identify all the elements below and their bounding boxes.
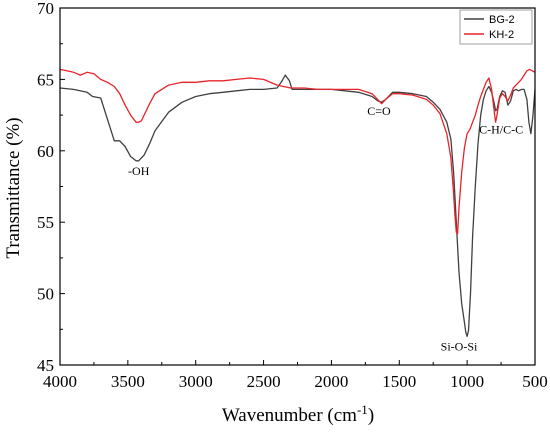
y-axis-title: Transmittance (%)	[3, 117, 24, 258]
y-tick-label: 50	[37, 285, 54, 304]
legend-label-bg-2: BG-2	[489, 14, 515, 26]
x-tick-label: 500	[522, 372, 548, 391]
legend-box	[459, 9, 533, 45]
x-axis-title-main: Wavenumber (cm	[222, 405, 357, 426]
legend: BG-2 KH-2	[459, 9, 533, 45]
y-axis: 45 50 55 60 65 70	[37, 0, 65, 375]
x-axis-title-sup: -1	[357, 402, 368, 417]
y-tick-label: 70	[37, 0, 54, 18]
series-line-kh-2	[59, 68, 536, 235]
y-tick-label: 55	[37, 213, 54, 232]
x-tick-label: 4000	[43, 372, 77, 391]
y-tick-label: 60	[37, 142, 54, 161]
x-axis-title: Wavenumber (cm-1)	[222, 402, 374, 426]
plot-frame	[59, 7, 536, 366]
x-tick-label: 3500	[111, 372, 145, 391]
x-axis-title-close: )	[368, 405, 374, 426]
x-tick-label: 2000	[314, 372, 348, 391]
annotation-label: C-H/C-C	[479, 123, 523, 137]
x-tick-label: 1000	[450, 372, 484, 391]
annotation-label: C=O	[367, 104, 391, 118]
series-lines	[59, 68, 536, 338]
y-tick-label: 65	[37, 70, 54, 89]
x-tick-label: 1500	[382, 372, 416, 391]
x-axis: 4000 3500 3000 2500 2000 1500 1000 500	[43, 360, 548, 391]
peak-annotations: -OH C=O Si-O-Si C-H/C-C	[128, 104, 523, 354]
legend-label-kh-2: KH-2	[489, 29, 514, 41]
y-tick-label: 45	[37, 356, 54, 375]
x-tick-label: 3000	[179, 372, 213, 391]
annotation-label: -OH	[128, 164, 150, 178]
annotation-label: Si-O-Si	[441, 340, 478, 354]
series-line-bg-2	[59, 74, 536, 338]
x-tick-label: 2500	[247, 372, 281, 391]
